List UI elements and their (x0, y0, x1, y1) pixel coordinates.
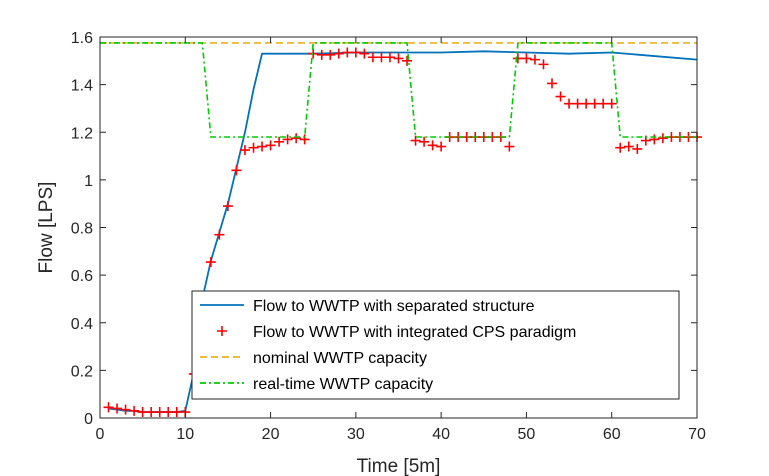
data-point (402, 55, 413, 66)
data-point (239, 145, 250, 156)
data-point (512, 53, 523, 64)
data-point (529, 54, 540, 65)
legend-swatch-marker (217, 326, 227, 336)
series-realtime-capacity-line (100, 42, 697, 138)
data-point (657, 133, 668, 144)
data-point (154, 407, 165, 418)
y-tick-label: 0.8 (71, 221, 93, 238)
x-tick-label: 50 (518, 426, 536, 443)
data-point (555, 91, 566, 102)
series-integrated-cps-markers (103, 47, 702, 418)
data-point (308, 48, 319, 59)
data-point (376, 52, 387, 63)
x-tick-label: 40 (432, 426, 450, 443)
data-point (393, 53, 404, 64)
data-point (547, 78, 558, 89)
x-tick-label: 10 (176, 426, 194, 443)
data-point (137, 407, 148, 418)
y-tick-label: 1.4 (71, 78, 93, 95)
data-point (384, 52, 395, 63)
data-point (521, 53, 532, 64)
data-point (222, 201, 233, 212)
data-point (333, 48, 344, 59)
data-point (129, 405, 140, 416)
data-point (623, 141, 634, 152)
legend-entry-label: Flow to WWTP with integrated CPS paradig… (253, 324, 576, 341)
y-tick-label: 0 (84, 411, 93, 428)
data-point (274, 136, 285, 147)
data-point (231, 165, 242, 176)
data-point (598, 98, 609, 109)
data-point (146, 407, 157, 418)
data-point (291, 133, 302, 144)
data-point (367, 52, 378, 63)
data-point (299, 134, 310, 145)
data-point (436, 141, 447, 152)
data-point (615, 142, 626, 153)
legend: Flow to WWTP with separated structure Flo… (191, 290, 680, 400)
data-point (419, 136, 430, 147)
x-tick-label: 0 (96, 426, 105, 443)
data-point (325, 49, 336, 60)
y-axis-label: Flow [LPS] (36, 182, 57, 274)
data-point (359, 48, 370, 59)
data-point (581, 98, 592, 109)
y-tick-label: 0.6 (71, 268, 93, 285)
data-point (649, 134, 660, 145)
data-point (410, 135, 421, 146)
x-axis-label: Time [5m] (357, 456, 441, 476)
data-point (103, 402, 114, 413)
y-tick-label: 1.2 (71, 125, 93, 142)
x-tick-label: 20 (262, 426, 280, 443)
data-point (171, 407, 182, 418)
data-point (112, 403, 123, 414)
data-point (504, 141, 515, 152)
data-point (214, 229, 225, 240)
data-point (342, 47, 353, 58)
y-tick-label: 0.2 (71, 363, 93, 380)
axes-layer: 0 10 20 30 40 50 60 70 0 0.2 0.4 0.6 0.8 1 1.2 1.4 1.6 Ti… (36, 30, 706, 476)
data-point (572, 98, 583, 109)
x-tick-label: 70 (688, 426, 706, 443)
data-point (205, 257, 216, 268)
data-point (257, 141, 268, 152)
legend-entry-label: nominal WWTP capacity (253, 350, 427, 367)
x-tick-label: 60 (603, 426, 621, 443)
data-point (120, 404, 131, 415)
data-point (282, 134, 293, 145)
legend-entry-label: real-time WWTP capacity (253, 376, 433, 393)
legend-box (191, 290, 680, 400)
data-point (632, 143, 643, 154)
y-tick-label: 1.6 (71, 30, 93, 47)
data-point (316, 49, 327, 60)
data-point (265, 140, 276, 151)
data-point (538, 59, 549, 70)
series-layer (100, 42, 702, 418)
data-point (427, 140, 438, 151)
data-point (248, 142, 259, 153)
y-tick-label: 1 (84, 173, 93, 190)
data-point (606, 98, 617, 109)
data-point (350, 47, 361, 58)
x-tick-label: 30 (347, 426, 365, 443)
data-point (163, 407, 174, 418)
y-tick-label: 0.4 (71, 316, 93, 333)
data-point (564, 98, 575, 109)
legend-entry-label: Flow to WWTP with separated structure (253, 298, 535, 315)
data-point (589, 98, 600, 109)
